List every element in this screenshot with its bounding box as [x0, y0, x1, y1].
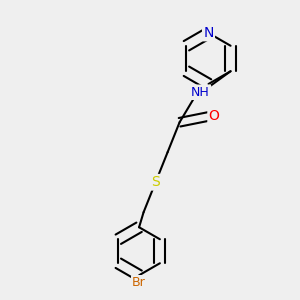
- Text: Br: Br: [132, 276, 146, 289]
- Text: O: O: [208, 109, 220, 123]
- Text: NH: NH: [191, 86, 210, 99]
- Text: N: N: [203, 26, 214, 40]
- Text: S: S: [151, 175, 160, 189]
